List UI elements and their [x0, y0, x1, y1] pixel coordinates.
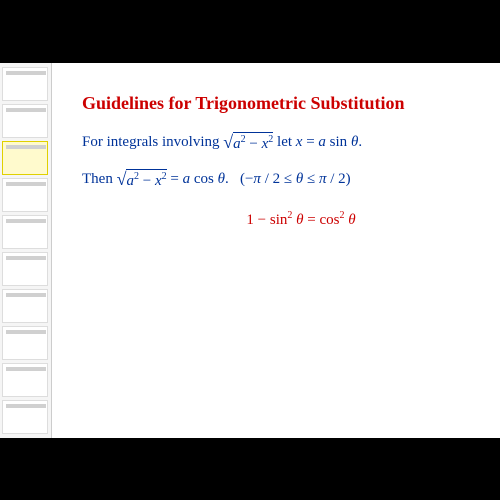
- sqrt-expression: √a2 − x2: [117, 169, 167, 190]
- thumbnail[interactable]: [2, 104, 48, 138]
- thumbnail-active[interactable]: [2, 141, 48, 175]
- line2-prefix: Then: [82, 170, 117, 186]
- thumbnail[interactable]: [2, 363, 48, 397]
- sqrt-expression: √a2 − x2: [223, 132, 273, 153]
- line-1: For integrals involving √a2 − x2 let x =…: [82, 132, 480, 153]
- thumbnail-sidebar: [0, 63, 52, 438]
- line1-suffix: let x = a sin θ.: [273, 133, 362, 149]
- line-2: Then √a2 − x2 = a cos θ. (−π / 2 ≤ θ ≤ π…: [82, 169, 480, 190]
- line1-prefix: For integrals involving: [82, 133, 223, 149]
- identity: 1 − sin2 θ = cos2 θ: [246, 212, 355, 228]
- line2-range: (−π / 2 ≤ θ ≤ π / 2): [240, 170, 351, 186]
- line-3: 1 − sin2 θ = cos2 θ: [122, 210, 480, 229]
- slide-content: Guidelines for Trigonometric Substitutio…: [52, 63, 500, 438]
- thumbnail[interactable]: [2, 215, 48, 249]
- slide-container: Guidelines for Trigonometric Substitutio…: [0, 63, 500, 438]
- thumbnail[interactable]: [2, 289, 48, 323]
- thumbnail[interactable]: [2, 400, 48, 434]
- thumbnail[interactable]: [2, 67, 48, 101]
- thumbnail[interactable]: [2, 252, 48, 286]
- thumbnail[interactable]: [2, 326, 48, 360]
- line2-mid: = a cos θ.: [167, 170, 229, 186]
- thumbnail[interactable]: [2, 178, 48, 212]
- slide-title: Guidelines for Trigonometric Substitutio…: [82, 93, 480, 114]
